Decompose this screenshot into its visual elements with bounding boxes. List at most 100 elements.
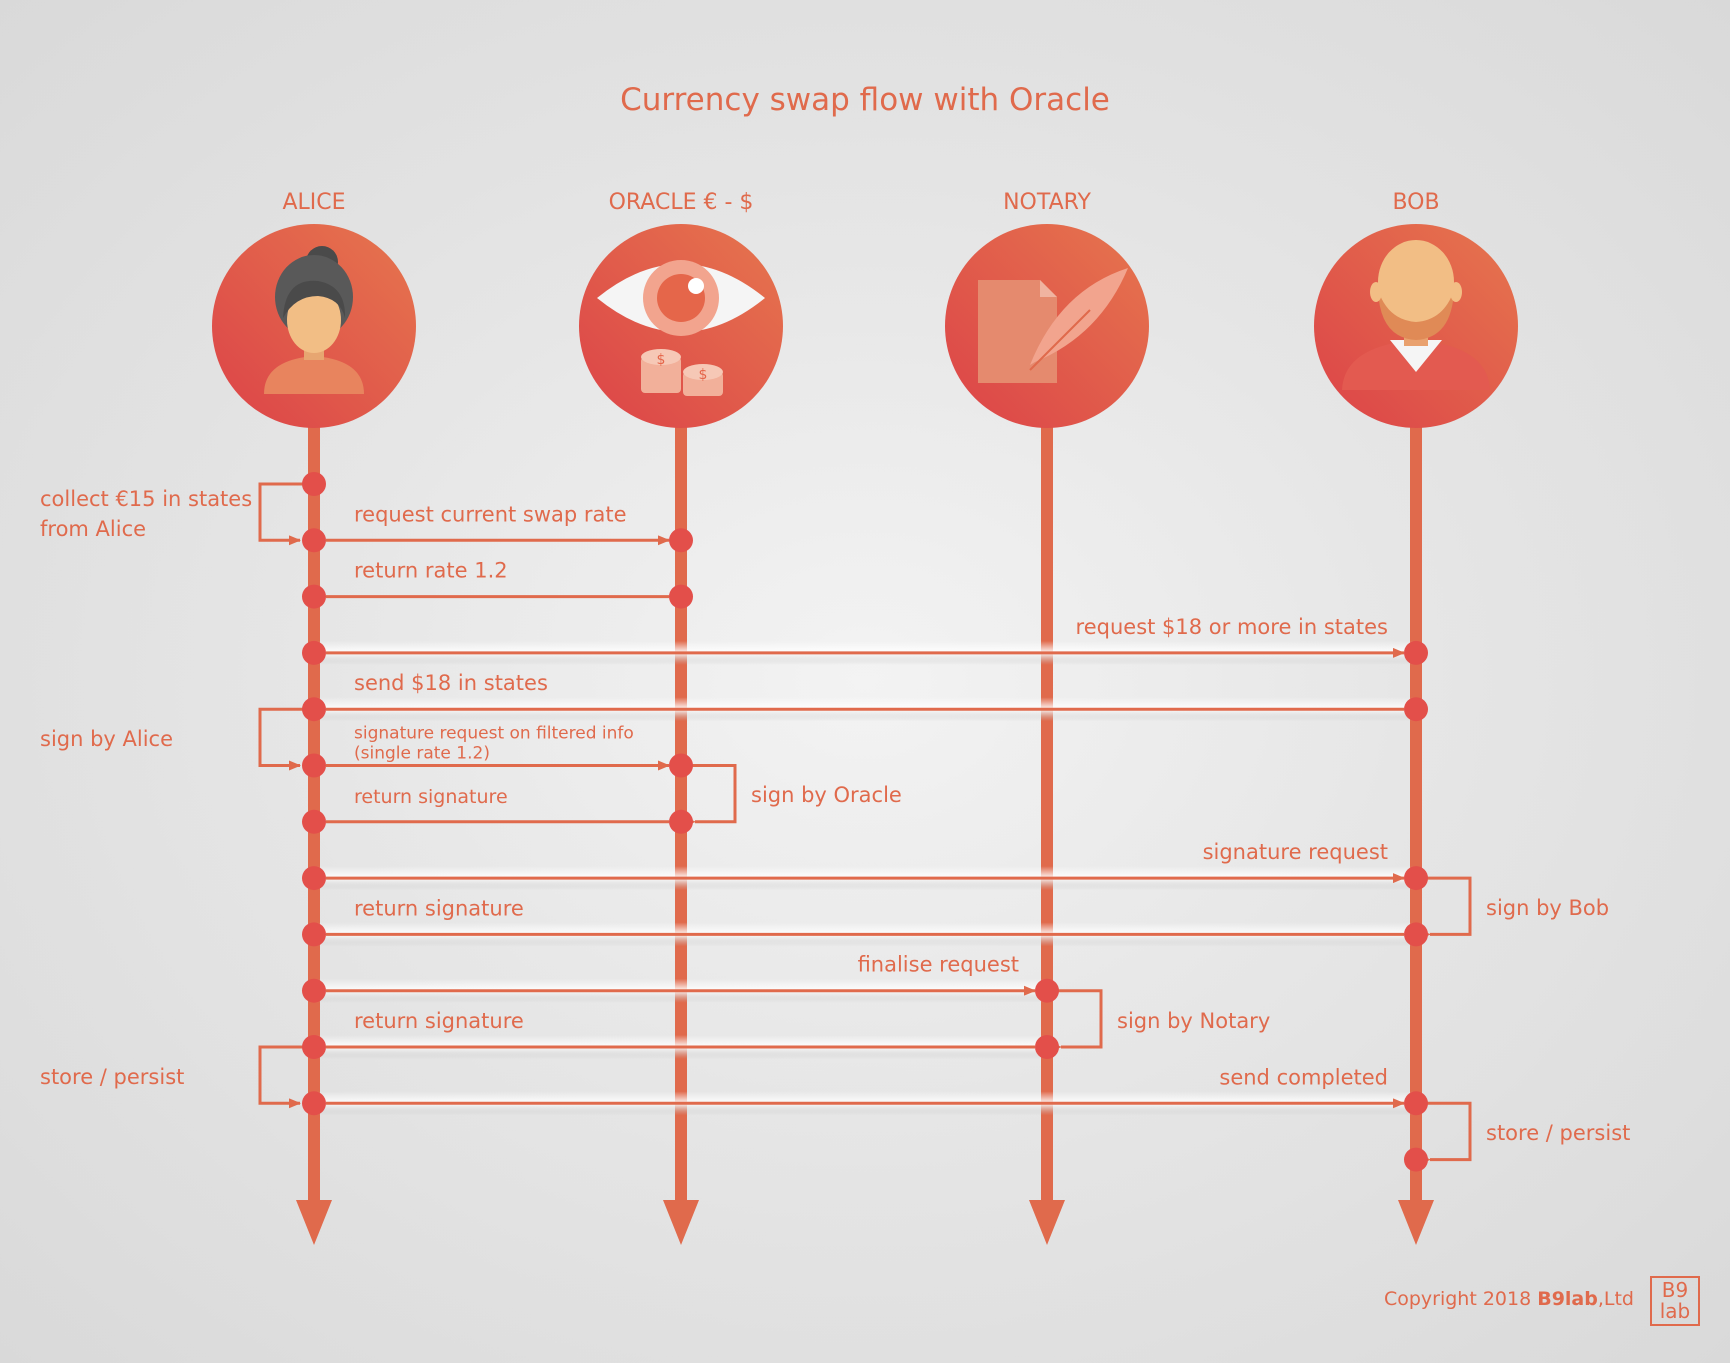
message-label-line: finalise request (858, 953, 1019, 977)
lifeline-arrow-notary (1029, 1200, 1065, 1245)
self-action-loop (684, 764, 737, 827)
activation-dot (302, 528, 326, 553)
svg-text:$: $ (699, 367, 708, 383)
logo-line-2: lab (1659, 1299, 1691, 1323)
message-arrows (315, 535, 1405, 1109)
message-label-line: return signature (354, 1009, 524, 1033)
activation-dot (1404, 640, 1428, 665)
self-action-loop (258, 707, 304, 771)
activation-dot (302, 584, 326, 609)
activation-dot (1035, 978, 1059, 1003)
actor-bob: BOB (1392, 190, 1439, 215)
self-action-loops (258, 482, 1472, 1165)
self-action-label-line: store / persist (40, 1065, 184, 1089)
message-label-line: request current swap rate (354, 502, 627, 526)
self-action-loop (1419, 1101, 1472, 1165)
copyright-suffix: ,Ltd (1597, 1288, 1634, 1310)
activation-dot (669, 528, 693, 553)
activation-dot (1404, 1147, 1428, 1172)
document-quill-icon (978, 268, 1128, 383)
activation-dot (669, 753, 693, 778)
message-label-line: (single rate 1.2) (354, 744, 490, 764)
message-label: return signature (354, 1009, 524, 1033)
message-label-line: send $18 in states (354, 671, 548, 695)
message-label: return signature (354, 786, 508, 808)
activation-dot (1404, 697, 1428, 722)
message-label-line: signature request on filtered info (354, 724, 634, 744)
self-action-loop (258, 1045, 304, 1109)
message-label: send completed (1219, 1065, 1388, 1089)
alice-avatar (212, 224, 416, 428)
bob-avatar (1314, 224, 1518, 428)
message-label: return signature (354, 896, 524, 920)
lifelines (296, 420, 1434, 1245)
self-action-label-line: sign by Bob (1486, 896, 1609, 920)
actor-alice: ALICE (282, 190, 345, 215)
woman-avatar-icon (264, 246, 364, 394)
copyright-footer: Copyright 2018 B9lab,Ltd (1384, 1288, 1634, 1310)
message-label: finalise request (858, 953, 1019, 977)
activation-dot (1404, 866, 1428, 891)
activation-dot (302, 640, 326, 665)
message-label-line: signature request (1203, 840, 1388, 864)
self-action-label-line: collect €15 in states (40, 487, 252, 511)
activation-dot (1035, 1035, 1059, 1059)
activation-dots (302, 472, 1428, 1172)
message-label-line: return signature (354, 786, 508, 808)
lifeline-arrow-alice (296, 1200, 332, 1245)
actor-label-oracle: ORACLE € - $ (609, 190, 754, 215)
svg-text:$: $ (657, 352, 666, 368)
message-label: request current swap rate (354, 502, 627, 526)
message-label: request $18 or more in states (1076, 615, 1388, 639)
message-label: signature request on filtered info (singl… (354, 724, 634, 764)
self-action-label: store / persist (1486, 1121, 1630, 1145)
message-labels: request current swap rate return rate 1.2… (40, 487, 1630, 1145)
activation-dot (302, 472, 326, 496)
self-action-label-line: from Alice (40, 517, 146, 541)
actor-label-bob: BOB (1392, 190, 1439, 215)
self-action-label: collect €15 in states from Alice (40, 487, 252, 541)
activation-dot (302, 978, 326, 1003)
self-action-loop (1050, 989, 1103, 1052)
self-action-label: store / persist (40, 1065, 184, 1089)
self-action-label-line: sign by Notary (1117, 1009, 1270, 1033)
activation-dot (1404, 1091, 1428, 1116)
eye-coins-icon: $ $ (597, 260, 765, 396)
actor-oracle: ORACLE € - $ (609, 190, 754, 215)
diagram-title: Currency swap flow with Oracle (620, 82, 1110, 118)
activation-dot (669, 584, 693, 609)
self-action-label: sign by Bob (1486, 896, 1609, 920)
activation-dot (302, 1091, 326, 1116)
copyright-prefix: Copyright 2018 (1383, 1288, 1538, 1310)
activation-dot (669, 809, 693, 834)
activation-dot (302, 697, 326, 722)
self-action-label-line: sign by Alice (40, 727, 173, 751)
activation-dot (302, 1035, 326, 1059)
self-action-label: sign by Notary (1117, 1009, 1270, 1033)
actor-label-alice: ALICE (282, 190, 345, 215)
activation-dot (1404, 922, 1428, 947)
b9lab-logo: B9 lab (1650, 1276, 1700, 1326)
message-label: return rate 1.2 (354, 559, 508, 583)
activation-dot (302, 753, 326, 778)
self-action-loop (1419, 876, 1472, 940)
actor-notary: NOTARY (1003, 190, 1091, 215)
message-label-line: return rate 1.2 (354, 559, 508, 583)
activation-dot (302, 866, 326, 891)
self-action-label: sign by Alice (40, 727, 173, 751)
copyright-brand: B9lab (1537, 1288, 1598, 1310)
activation-dot (302, 922, 326, 947)
message-label: signature request (1203, 840, 1388, 864)
lifeline-arrow-bob (1398, 1200, 1434, 1245)
message-label-line: return signature (354, 896, 524, 920)
oracle-avatar: $ $ (579, 224, 783, 428)
self-action-label-line: store / persist (1486, 1121, 1630, 1145)
message-label-line: send completed (1219, 1065, 1388, 1089)
actor-label-notary: NOTARY (1003, 190, 1091, 215)
logo-line-1: B9 (1661, 1278, 1689, 1302)
activation-dot (302, 809, 326, 834)
self-action-loop (258, 482, 304, 546)
self-action-label: sign by Oracle (751, 783, 902, 807)
bearded-man-avatar-icon (1342, 240, 1490, 390)
